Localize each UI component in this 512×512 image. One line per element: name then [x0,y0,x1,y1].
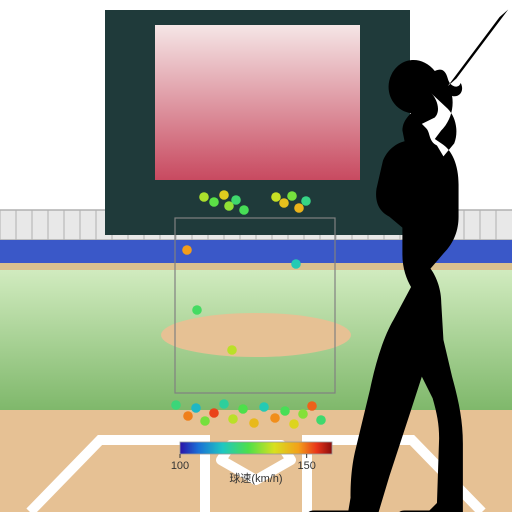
pitch-marker [270,413,280,423]
pitch-marker [182,245,192,255]
pitch-marker [307,401,317,411]
pitch-marker [228,414,238,424]
pitch-marker [301,196,311,206]
colorbar-label: 球速(km/h) [229,471,282,485]
scoreboard-screen [155,25,360,180]
colorbar-tick-label: 150 [297,460,315,472]
pitch-marker [259,402,269,412]
pitch-marker [183,411,193,421]
pitch-marker [209,408,219,418]
pitch-marker [279,198,289,208]
warning-track [0,263,512,270]
pitch-marker [219,399,229,409]
pitch-marker [209,197,219,207]
pitch-marker [219,190,229,200]
colorbar-tick-label: 100 [171,460,189,472]
pitch-marker [287,191,297,201]
pitch-marker [249,418,259,428]
pitch-marker [200,416,210,426]
pitch-marker [271,192,281,202]
scoreboard-base [135,190,380,235]
mound [161,313,351,357]
pitch-marker [289,419,299,429]
pitch-marker [239,205,249,215]
pitch-marker [294,203,304,213]
pitch-marker [238,404,248,414]
pitch-marker [280,406,290,416]
pitch-marker [171,400,181,410]
pitch-marker [298,409,308,419]
pitch-marker [191,403,201,413]
pitch-marker [199,192,209,202]
pitch-marker [316,415,326,425]
pitch-location-chart: 100 150 球速(km/h) [0,0,512,512]
pitch-marker [227,345,237,355]
pitch-marker [192,305,202,315]
pitch-marker [291,259,301,269]
pitch-marker [231,195,241,205]
